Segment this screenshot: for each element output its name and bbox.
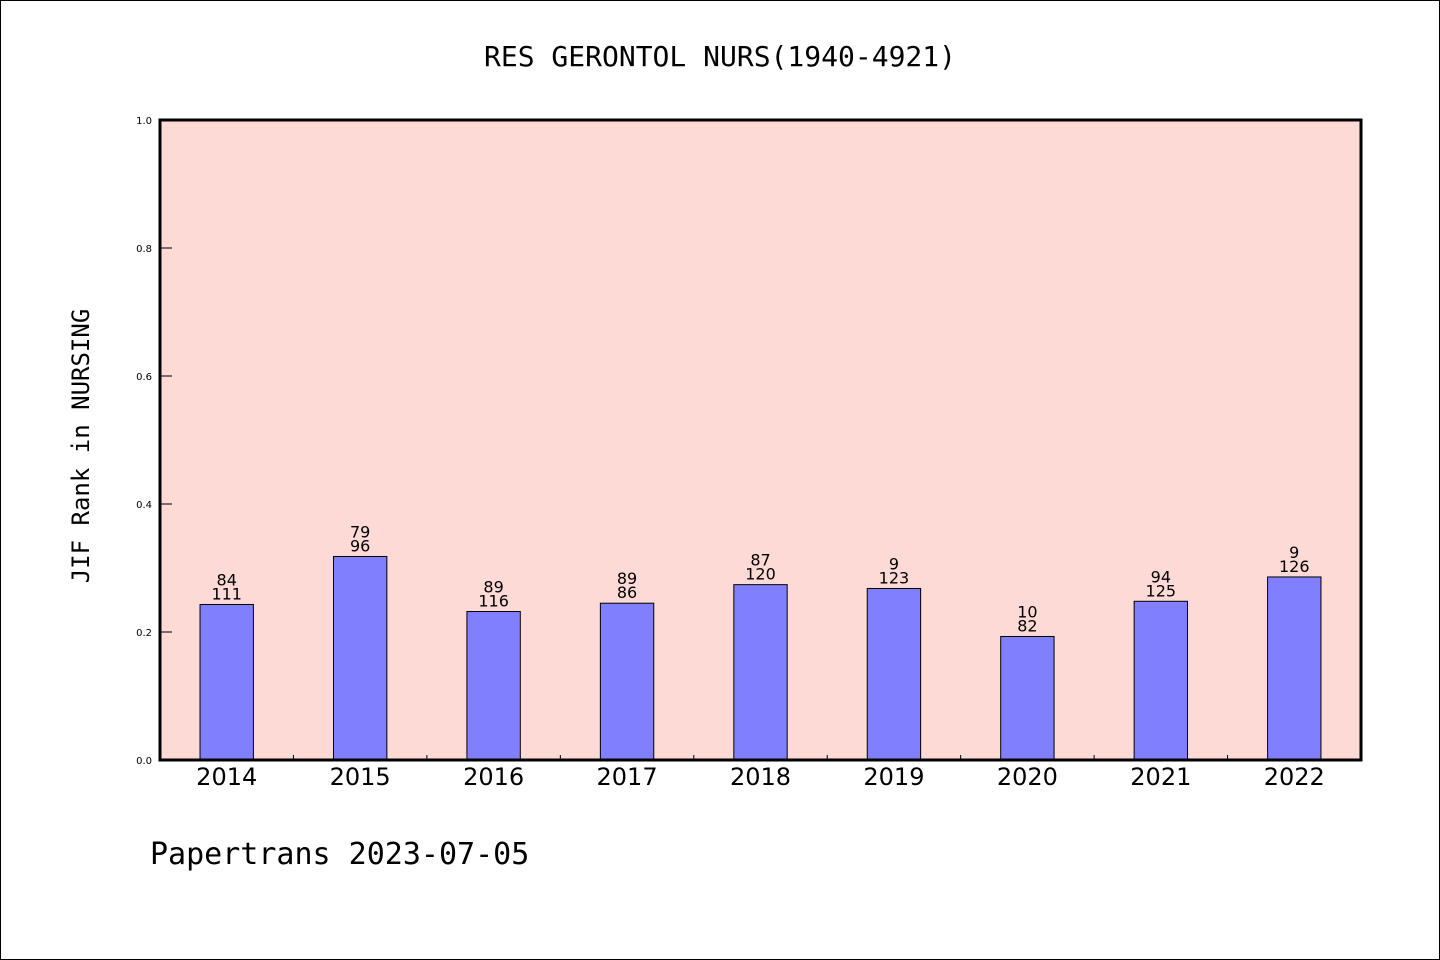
x-axis-ticks: 2014 2015 2016 2017 2018 2019 2020 2021 2022: [196, 755, 1325, 791]
x-tick-label: 2018: [730, 763, 791, 791]
chart-title: RES GERONTOL NURS(1940-4921): [484, 40, 956, 73]
bar-2022: [1267, 576, 1322, 761]
bar-label-bottom: 116: [478, 592, 509, 611]
x-tick-label: 2017: [597, 763, 658, 791]
bar-label-top: 9: [889, 554, 899, 573]
x-tick-label: 2015: [330, 763, 391, 791]
bar-2019: [866, 587, 922, 761]
bar-label-bottom: 82: [1017, 616, 1037, 635]
x-tick-label: 2022: [1264, 763, 1325, 791]
bar-label-bottom: 120: [745, 565, 776, 584]
y-tick-label: 1.0: [136, 116, 152, 127]
y-tick-label: 0.6: [136, 372, 152, 383]
bar-2016: [466, 611, 521, 761]
bar-2020: [1000, 635, 1055, 761]
bar-label-bottom: 123: [879, 568, 910, 587]
y-axis-ticks: 0.0 0.2 0.4 0.6 0.8 1.0: [136, 116, 172, 767]
bar-label-top: 9: [1289, 543, 1299, 562]
x-tick-label: 2016: [463, 763, 524, 791]
bar-label-top: 89: [483, 578, 503, 597]
x-tick-label: 2014: [196, 763, 257, 791]
x-tick-label: 2021: [1130, 763, 1191, 791]
bar-label-top: 10: [1017, 602, 1037, 621]
bar-label-bottom: 126: [1279, 557, 1310, 576]
bar-label-top: 79: [350, 522, 370, 541]
bars-group: [199, 555, 1322, 761]
y-tick-label: 0.8: [136, 244, 152, 255]
plot-border: [158, 118, 1363, 762]
x-tick-label: 2019: [863, 763, 924, 791]
bar-2021: [1133, 600, 1189, 761]
bar-label-bottom: 86: [617, 583, 637, 602]
bar-label-bottom: 125: [1146, 581, 1177, 600]
bar-label-bottom: 96: [350, 536, 370, 555]
bar-label-top: 87: [750, 551, 770, 570]
footer-credit: Papertrans 2023-07-05: [150, 837, 529, 872]
bar-label-top: 94: [1151, 567, 1171, 586]
bar-2018: [733, 584, 788, 761]
bar-2014: [199, 603, 254, 761]
x-tick-label: 2020: [997, 763, 1058, 791]
bar-label-top: 89: [617, 569, 637, 588]
bar-2015: [332, 555, 388, 761]
y-tick-label: 0.2: [136, 628, 152, 639]
bar-2017: [599, 602, 655, 761]
y-axis-label: JIF Rank in NURSING: [67, 309, 95, 584]
bar-label-bottom: 111: [211, 584, 242, 603]
y-tick-label: 0.0: [136, 756, 152, 767]
bar-label-top: 84: [217, 570, 237, 589]
y-tick-label: 0.4: [136, 500, 152, 511]
